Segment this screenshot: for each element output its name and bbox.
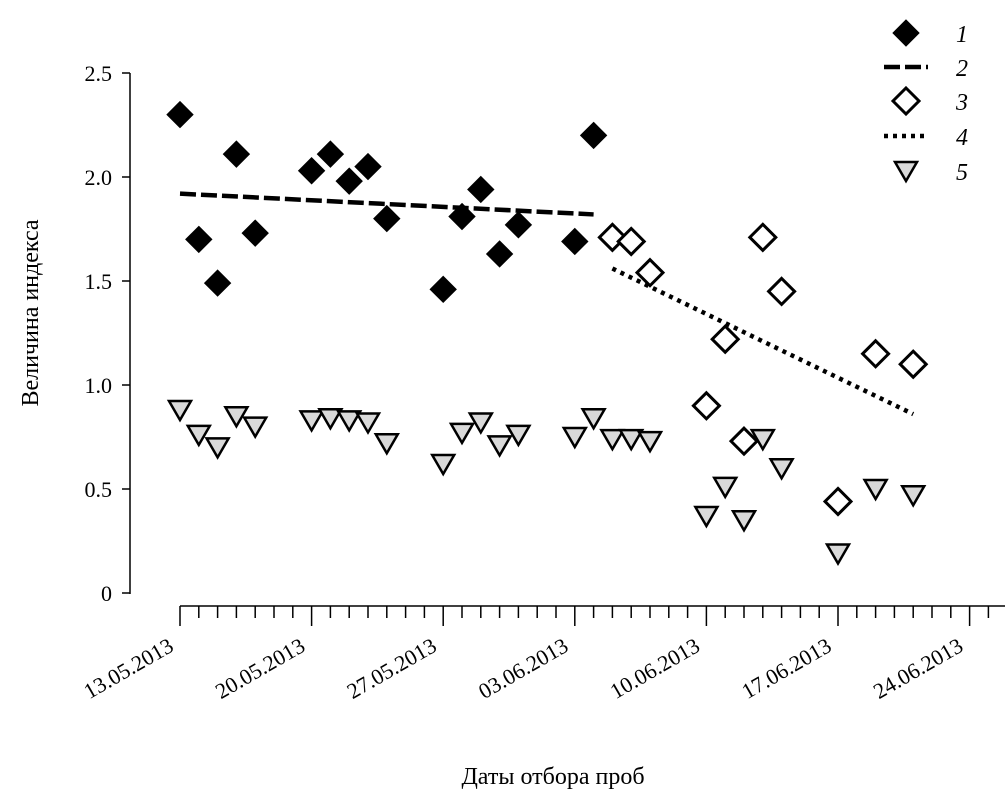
data-point-series-5 (730, 509, 758, 533)
data-point-series-1 (485, 240, 514, 268)
data-point-series-1 (185, 225, 213, 254)
data-point-series-3 (766, 276, 797, 307)
x-tick-label: 17.06.2013 (737, 633, 835, 704)
y-tick-label: 1.0 (85, 373, 113, 398)
data-point-series-5 (636, 430, 664, 454)
data-point-series-5 (580, 408, 607, 431)
data-point-series-5 (900, 484, 927, 508)
y-tick-label: 0 (101, 581, 112, 606)
data-point-series-3 (634, 257, 666, 288)
x-axis-title: Даты отбора проб (461, 764, 644, 790)
data-point-series-3 (860, 338, 891, 369)
data-point-series-3 (691, 390, 722, 421)
x-tick-label: 03.06.2013 (474, 633, 572, 704)
data-point-series-5 (467, 412, 494, 435)
legend-label-1: 1 (956, 22, 968, 48)
data-point-series-3 (747, 222, 778, 253)
data-point-series-5 (561, 426, 588, 450)
data-point-series-5 (599, 428, 626, 452)
data-point-series-5 (768, 457, 795, 481)
data-point-series-5 (862, 478, 889, 502)
data-point-series-5 (204, 437, 231, 460)
data-point-series-1 (467, 175, 495, 204)
data-point-series-5 (505, 424, 532, 448)
data-point-series-1 (504, 211, 533, 239)
data-point-series-3 (822, 486, 854, 517)
data-point-series-5 (824, 543, 852, 566)
data-point-series-1 (316, 140, 345, 168)
data-point-series-1 (579, 121, 608, 150)
trend-lines (179, 191, 915, 417)
axes: 0 0.5 1.0 1.5 2.0 2.5 13.05.2013 20.05.2013 27.0… (79, 61, 1005, 704)
trend-line-4 (611, 266, 915, 417)
y-tick-label: 2.0 (85, 165, 113, 190)
data-point-series-1 (354, 152, 382, 181)
data-points (166, 100, 929, 566)
data-point-series-1 (297, 157, 326, 185)
legend-label-4: 4 (956, 125, 968, 151)
data-point-series-5 (298, 410, 325, 433)
data-point-series-5 (618, 428, 645, 452)
data-point-series-5 (693, 505, 720, 529)
legend-label-5: 5 (956, 160, 968, 186)
data-point-series-1 (448, 202, 476, 231)
trend-line-2 (179, 191, 594, 217)
data-point-series-3 (728, 426, 760, 457)
y-tick-label: 2.5 (85, 61, 113, 86)
data-point-series-1 (222, 140, 251, 168)
data-point-series-3 (710, 324, 741, 355)
y-tick-label: 0.5 (85, 477, 113, 502)
data-point-series-3 (616, 226, 647, 257)
x-tick-label: 20.05.2013 (211, 633, 309, 704)
data-point-series-5 (430, 453, 457, 477)
data-point-series-1 (429, 275, 457, 304)
legend-label-3: 3 (955, 90, 968, 116)
data-point-series-5 (712, 476, 739, 500)
data-point-series-1 (203, 269, 232, 297)
y-axis-title: Величина индекса (18, 219, 44, 406)
y-tick-label: 1.5 (85, 269, 113, 294)
x-tick-label: 10.06.2013 (606, 633, 704, 704)
data-point-series-1 (561, 227, 589, 256)
data-point-series-5 (242, 416, 269, 440)
data-point-series-5 (354, 412, 382, 435)
data-point-series-3 (898, 349, 929, 380)
legend-marker-5 (892, 160, 920, 184)
x-tick-label: 13.05.2013 (79, 633, 177, 704)
data-point-series-5 (336, 410, 363, 433)
data-point-series-5 (317, 408, 344, 431)
data-point-series-5 (486, 435, 513, 458)
data-point-series-5 (223, 405, 250, 429)
data-point-series-1 (373, 204, 401, 233)
data-point-series-5 (448, 422, 476, 446)
data-point-series-1 (166, 100, 194, 129)
legend-marker-3 (890, 85, 922, 117)
data-point-series-1 (335, 167, 363, 195)
data-point-series-5 (373, 432, 400, 456)
legend: 1 2 3 4 5 (884, 19, 968, 186)
legend-marker-1 (892, 19, 920, 47)
data-point-series-1 (241, 219, 269, 247)
x-tick-label: 27.05.2013 (342, 633, 440, 704)
data-point-series-5 (166, 399, 194, 423)
x-tick-label: 24.06.2013 (869, 633, 967, 704)
data-point-series-5 (185, 424, 212, 448)
legend-label-2: 2 (956, 56, 968, 82)
